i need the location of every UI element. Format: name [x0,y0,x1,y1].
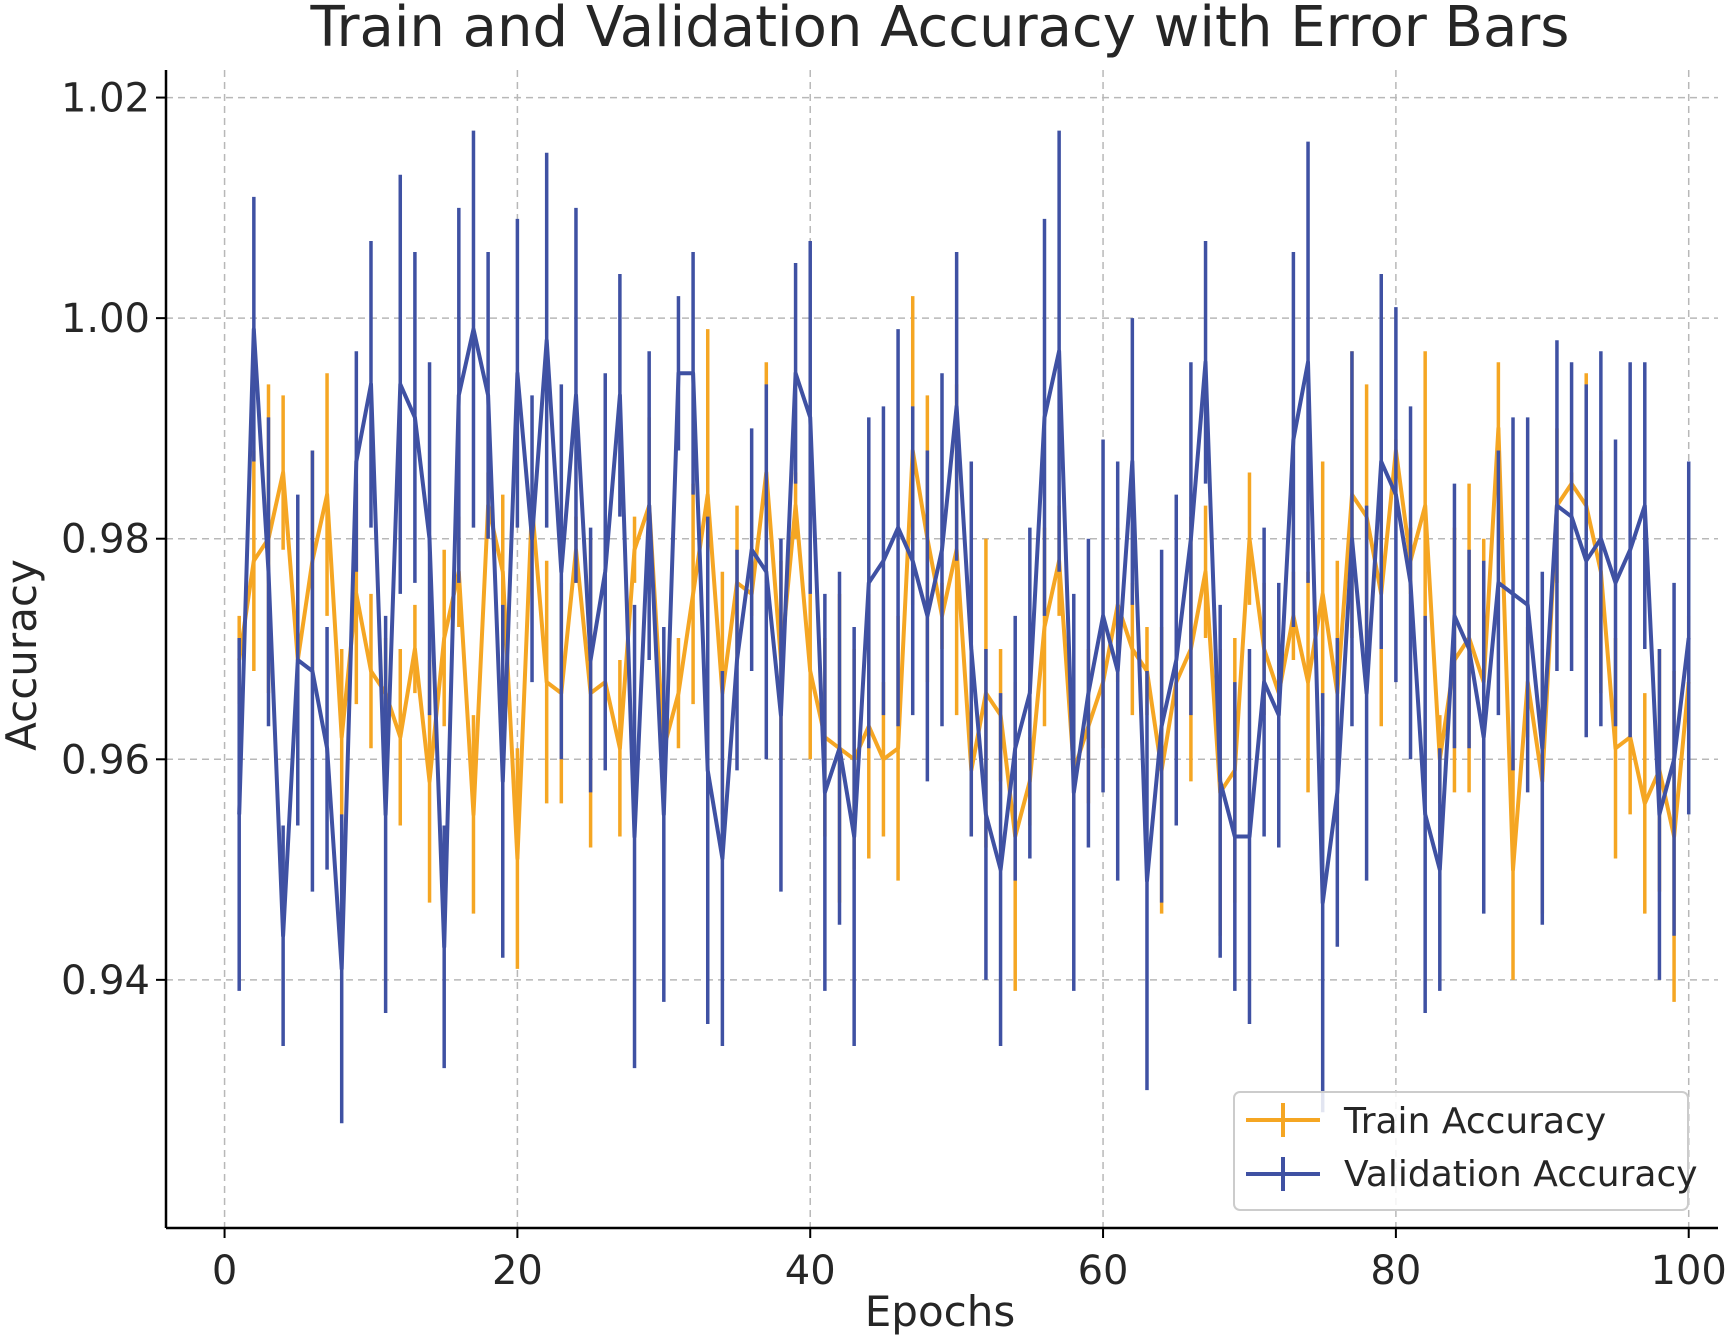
validation-line-layer [237,327,1691,971]
y-axis-label: Accuracy [0,559,46,751]
y-tick-label: 1.00 [61,296,150,342]
legend-frame [1233,1091,1689,1211]
y-tick-label: 1.02 [61,76,150,122]
x-axis-label: Epochs [865,1287,1016,1336]
x-tick-label: 80 [1370,1248,1421,1294]
y-tick-label: 0.94 [61,958,150,1004]
y-ticks: 0.94 0.96 0.98 1.00 1.02 [61,76,166,1004]
legend-entry-train: Train Accuracy [1246,1101,1606,1142]
x-tick-label: 100 [1651,1248,1725,1294]
axes [164,70,1718,1230]
legend: Train Accuracy Validation Accuracy [1233,1091,1698,1211]
x-tick-label: 60 [1078,1248,1129,1294]
y-tick-label: 0.96 [61,737,150,783]
validation-accuracy-line [237,327,1691,971]
chart-title: Train and Validation Accuracy with Error… [310,0,1570,60]
legend-entry-validation: Validation Accuracy [1246,1154,1698,1195]
x-tick-label: 40 [785,1248,836,1294]
x-ticks: 0 20 40 60 80 100 [212,1228,1725,1294]
y-tick-label: 0.98 [61,517,150,563]
legend-label-validation: Validation Accuracy [1344,1154,1698,1195]
legend-label-train: Train Accuracy [1343,1101,1606,1142]
x-tick-label: 0 [212,1248,237,1294]
x-tick-label: 20 [492,1248,543,1294]
